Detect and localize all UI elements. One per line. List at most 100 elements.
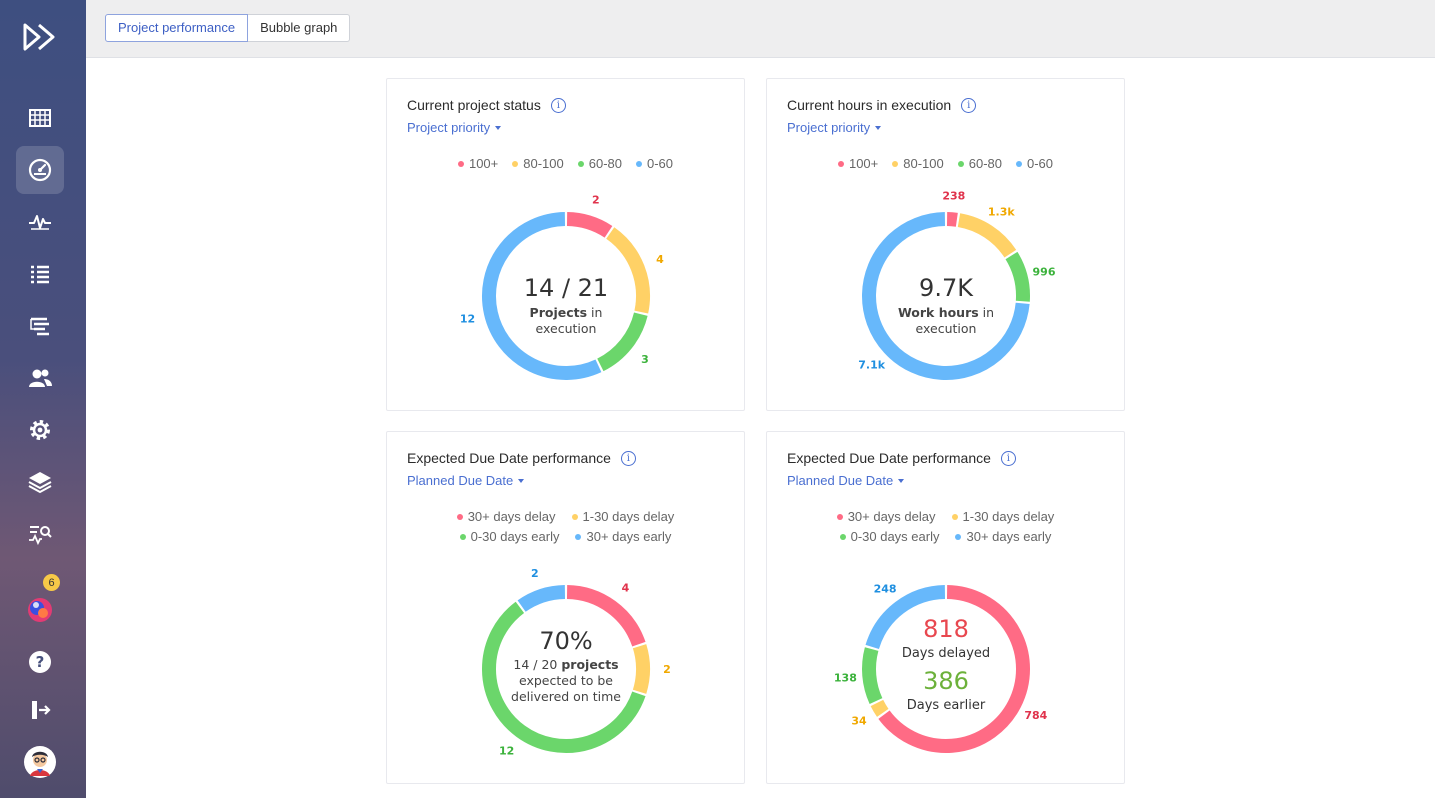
- segment-green[interactable]: [1005, 251, 1030, 302]
- sidebar-item-dashboard[interactable]: [16, 146, 64, 194]
- segment-red[interactable]: [946, 212, 958, 227]
- info-icon[interactable]: i: [620, 450, 636, 466]
- legend-label: 60-80: [588, 156, 622, 171]
- legend-dot: [456, 513, 463, 520]
- segment-blue[interactable]: [517, 585, 566, 612]
- days-delayed-value: 818: [923, 615, 969, 643]
- legend-item[interactable]: 1-30 days delay: [571, 509, 674, 524]
- legend-label: 80-100: [903, 156, 944, 171]
- legend-label: 0-60: [1027, 156, 1054, 171]
- segment-green[interactable]: [862, 647, 883, 704]
- sidebar-item-activity[interactable]: [16, 198, 64, 246]
- legend-item[interactable]: 30+ days early: [575, 529, 671, 544]
- center-value: 14 / 21: [524, 274, 608, 302]
- legend-label: 0-30 days early: [470, 529, 560, 544]
- center-line1-rest: in: [979, 305, 994, 320]
- segment-red[interactable]: [878, 585, 1030, 753]
- tab-bubble-graph[interactable]: Bubble graph: [248, 14, 351, 42]
- legend-item[interactable]: 100+: [457, 156, 498, 171]
- caret-down-icon: [875, 125, 882, 130]
- card-current-hours: Current hours in execution i Project prio…: [766, 78, 1125, 411]
- segment-red[interactable]: [566, 212, 613, 238]
- dropdown-label: Planned Due Date: [407, 473, 514, 488]
- segment-value-label: 12: [499, 745, 514, 758]
- legend-item[interactable]: 80-100: [512, 156, 564, 171]
- caret-down-icon: [518, 478, 525, 483]
- legend-item[interactable]: 100+: [837, 156, 878, 171]
- dropdown-label: Project priority: [787, 120, 871, 135]
- legend-item[interactable]: 0-60: [636, 156, 673, 171]
- days-delayed-label: Days delayed: [902, 646, 990, 661]
- legend-item[interactable]: 60-80: [577, 156, 622, 171]
- sidebar-item-notifications[interactable]: 6: [16, 574, 64, 634]
- legend-item[interactable]: 60-80: [957, 156, 1002, 171]
- segment-value-label: 4: [622, 581, 630, 594]
- segment-value-label: 784: [1024, 709, 1047, 722]
- legend: 100+ 80-100 60-80 0-60: [387, 156, 744, 171]
- notification-ball-icon: [28, 598, 52, 622]
- center-line2: expected to be: [519, 673, 613, 688]
- donut-chart: 70% 14 / 20 projects expected to be deli…: [482, 567, 671, 758]
- sidebar-item-settings[interactable]: [16, 406, 64, 454]
- center-line1-bold: Projects: [530, 305, 588, 320]
- card-title-text: Expected Due Date performance: [407, 450, 611, 466]
- segment-yellow[interactable]: [632, 644, 650, 694]
- top-bar: Project performance Bubble graph: [86, 0, 1435, 58]
- sidebar-item-hierarchy[interactable]: [16, 302, 64, 350]
- segment-blue[interactable]: [865, 585, 946, 650]
- legend-dot: [837, 160, 844, 167]
- segment-blue[interactable]: [862, 212, 1030, 380]
- due-date-dropdown[interactable]: Planned Due Date: [787, 473, 905, 488]
- speedometer-icon: [28, 158, 52, 182]
- user-avatar[interactable]: [16, 738, 64, 786]
- segment-yellow[interactable]: [870, 699, 889, 717]
- sidebar-item-list[interactable]: [16, 250, 64, 298]
- dropdown-label: Planned Due Date: [787, 473, 894, 488]
- legend-item[interactable]: 30+ days delay: [456, 509, 556, 524]
- center-line2: execution: [916, 321, 977, 336]
- segment-green[interactable]: [597, 312, 648, 372]
- users-icon: [29, 369, 52, 387]
- activity-icon: [29, 215, 51, 230]
- donut-chart: 14 / 21 Projects in execution 2 4 3 12: [460, 194, 664, 380]
- sidebar-item-help[interactable]: ?: [16, 638, 64, 686]
- legend-label: 30+ days early: [586, 529, 672, 544]
- segment-red[interactable]: [566, 585, 646, 647]
- info-icon[interactable]: i: [550, 97, 566, 113]
- legend-item[interactable]: 0-30 days early: [459, 529, 560, 544]
- segment-blue[interactable]: [482, 212, 602, 380]
- info-icon[interactable]: i: [961, 97, 977, 113]
- days-earlier-value: 386: [923, 667, 969, 695]
- sidebar-item-users[interactable]: [16, 354, 64, 402]
- priority-dropdown[interactable]: Project priority: [787, 120, 882, 135]
- legend-item[interactable]: 1-30 days delay: [951, 509, 1054, 524]
- center-line2: execution: [536, 321, 597, 336]
- segment-yellow[interactable]: [957, 213, 1017, 258]
- tab-project-performance[interactable]: Project performance: [105, 14, 249, 42]
- app-logo-icon[interactable]: [22, 20, 60, 54]
- legend-item[interactable]: 30+ days early: [955, 529, 1051, 544]
- segment-value-label: 248: [874, 582, 897, 595]
- segment-value-label: 138: [834, 671, 857, 684]
- legend-item[interactable]: 0-30 days early: [839, 529, 939, 544]
- sidebar-item-layers[interactable]: [16, 458, 64, 506]
- center-line3: delivered on time: [511, 689, 621, 704]
- center-line1: Work hours in: [898, 305, 994, 320]
- sidebar-item-grid[interactable]: [16, 94, 64, 142]
- legend-label: 80-100: [523, 156, 564, 171]
- sidebar-item-analytics[interactable]: [16, 510, 64, 558]
- priority-dropdown[interactable]: Project priority: [407, 120, 502, 135]
- legend-item[interactable]: 0-60: [1016, 156, 1053, 171]
- card-title-text: Current project status: [407, 97, 541, 113]
- sidebar-item-logout[interactable]: [16, 686, 64, 734]
- legend-dot: [951, 513, 958, 520]
- info-icon[interactable]: i: [1000, 450, 1016, 466]
- card-due-date-days: Expected Due Date performance i Planned D…: [766, 431, 1125, 784]
- legend-dot: [512, 160, 519, 167]
- legend-item[interactable]: 80-100: [892, 156, 944, 171]
- legend-item[interactable]: 30+ days delay: [836, 509, 936, 524]
- due-date-dropdown[interactable]: Planned Due Date: [407, 473, 525, 488]
- segment-yellow[interactable]: [606, 227, 650, 314]
- segment-green[interactable]: [482, 601, 646, 753]
- legend-row-2: 0-30 days early 30+ days early: [387, 529, 744, 544]
